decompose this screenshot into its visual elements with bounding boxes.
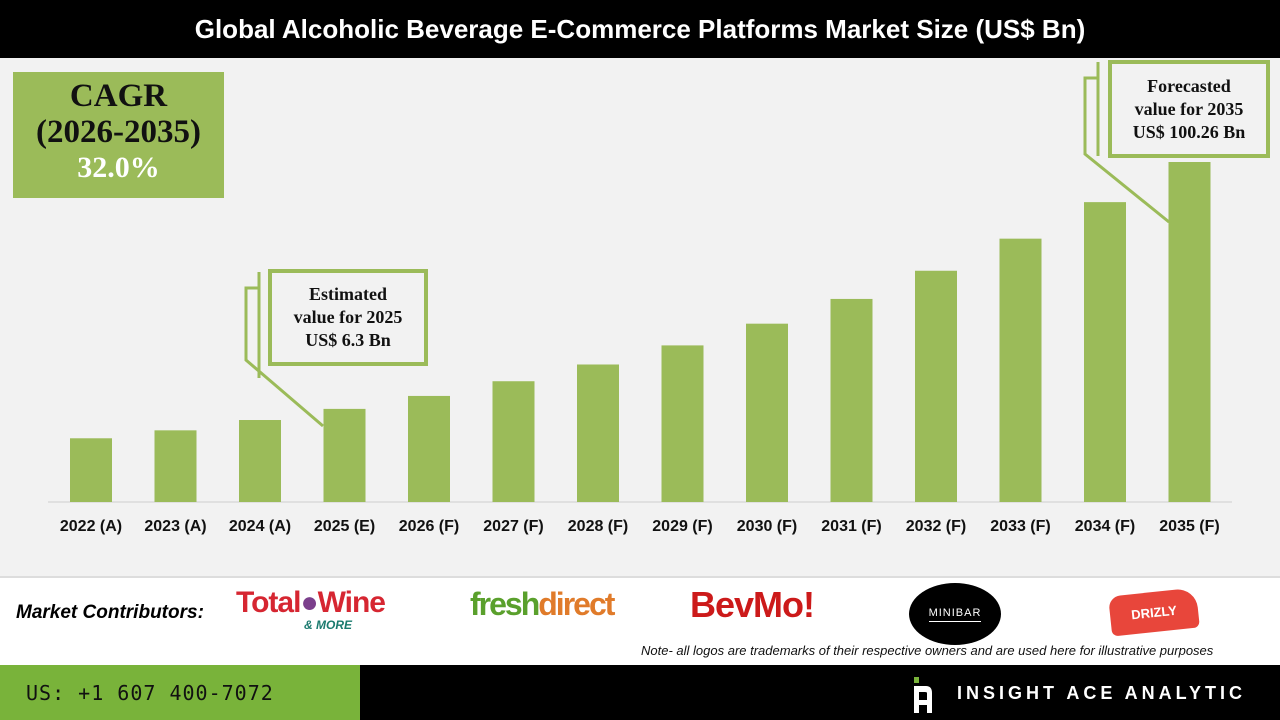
logo-text: Total bbox=[236, 586, 301, 619]
callout-text: value for 2035 bbox=[1134, 98, 1244, 119]
bar-2022 bbox=[70, 438, 112, 502]
grape-icon: ● bbox=[300, 586, 318, 619]
x-tick-label: 2026 (F) bbox=[399, 518, 459, 535]
x-tick-label: 2030 (F) bbox=[737, 518, 797, 535]
callout-text: Forecasted bbox=[1147, 75, 1231, 96]
bar-2030 bbox=[746, 323, 788, 502]
callout-text: US$ 100.26 Bn bbox=[1132, 121, 1246, 142]
x-tick-label: 2034 (F) bbox=[1075, 518, 1135, 535]
bar-2034 bbox=[1084, 202, 1126, 503]
bevmo-logo: BevMo! bbox=[690, 584, 815, 625]
logo-text: direct bbox=[538, 586, 615, 622]
x-tick-label: 2028 (F) bbox=[568, 518, 628, 535]
callout-text: value for 2025 bbox=[293, 307, 403, 327]
logo-text: Wine bbox=[317, 586, 386, 619]
bar-2033 bbox=[999, 238, 1042, 502]
freshdirect-logo: freshdirect bbox=[470, 586, 615, 623]
footer-brand-bar: INSIGHT ACE ANALYTIC bbox=[360, 665, 1280, 720]
logo-subtext: & MORE bbox=[304, 618, 352, 632]
minibar-logo: MINIBAR bbox=[909, 583, 1001, 645]
bar-2031 bbox=[830, 298, 873, 502]
page-title: Global Alcoholic Beverage E-Commerce Pla… bbox=[0, 0, 1280, 58]
x-tick-label: 2032 (F) bbox=[906, 518, 966, 535]
logo-text: DRIZLY bbox=[1130, 602, 1178, 622]
x-tick-label: 2029 (F) bbox=[652, 518, 712, 535]
x-tick-label: 2033 (F) bbox=[990, 518, 1050, 535]
x-tick-label: 2031 (F) bbox=[821, 518, 881, 535]
drizly-logo: DRIZLY bbox=[1108, 587, 1200, 637]
trademark-note: Note- all logos are trademarks of their … bbox=[641, 643, 1214, 658]
chart-area: 2022 (A) 2023 (A) 2024 (A) 2025 (E) 2026 (F)… bbox=[0, 58, 1280, 578]
x-tick-label: 2024 (A) bbox=[229, 518, 291, 535]
bar-2029 bbox=[661, 345, 704, 502]
insight-ace-logo-icon bbox=[914, 677, 932, 713]
market-contributors: Market Contributors: Total●Wine & MORE f… bbox=[0, 580, 1280, 665]
bar-2027 bbox=[492, 381, 535, 502]
cagr-box: CAGR (2026-2035) 32.0% bbox=[13, 72, 224, 198]
callout-text: US$ 6.3 Bn bbox=[305, 330, 391, 350]
bar-2023 bbox=[154, 430, 197, 502]
cagr-period: (2026-2035) bbox=[36, 114, 201, 150]
x-tick-label: 2035 (F) bbox=[1159, 518, 1219, 535]
bar-2025 bbox=[323, 408, 366, 502]
contributors-label: Market Contributors: bbox=[16, 602, 204, 623]
forecasted-callout: Forecasted value for 2035 US$ 100.26 Bn bbox=[1108, 60, 1270, 158]
x-tick-label: 2027 (F) bbox=[483, 518, 543, 535]
logo-text: MINIBAR bbox=[928, 607, 982, 622]
callout-text: Estimated bbox=[309, 284, 387, 304]
x-tick-label: 2023 (A) bbox=[144, 518, 206, 535]
total-wine-logo: Total●Wine & MORE bbox=[236, 586, 386, 632]
phone-number: US: +1 607 400-7072 bbox=[0, 665, 360, 720]
x-tick-label: 2022 (A) bbox=[60, 518, 122, 535]
callout-connector bbox=[244, 286, 324, 428]
x-tick-label: 2025 (E) bbox=[314, 518, 375, 535]
cagr-label: CAGR bbox=[69, 78, 168, 114]
bar-2024 bbox=[239, 420, 281, 502]
logo-text: fresh bbox=[470, 586, 540, 622]
estimated-callout: Estimated value for 2025 US$ 6.3 Bn bbox=[268, 269, 428, 366]
bar-2035 bbox=[1168, 162, 1211, 502]
bar-2026 bbox=[408, 395, 450, 502]
cagr-value: 32.0% bbox=[77, 151, 160, 184]
bar-chart: 2022 (A) 2023 (A) 2024 (A) 2025 (E) 2026 (F)… bbox=[48, 62, 1232, 535]
callout-connector bbox=[1083, 76, 1170, 224]
bar-2028 bbox=[577, 364, 619, 502]
bar-2032 bbox=[915, 270, 957, 502]
brand-name: INSIGHT ACE ANALYTIC bbox=[956, 683, 1246, 703]
